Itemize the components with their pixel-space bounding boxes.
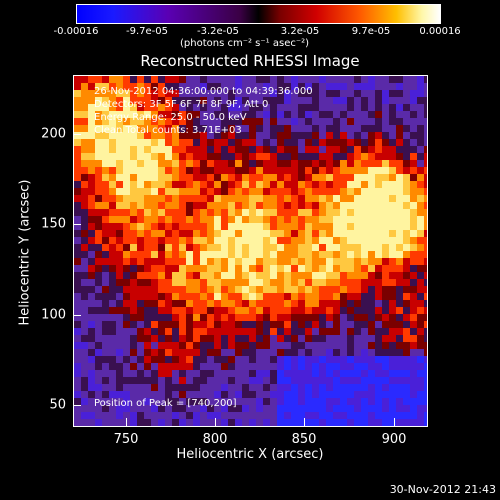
colorbar-tick: -3.2e-05 (197, 26, 239, 37)
x-tick-label: 750 (113, 432, 139, 447)
energy-range: Energy Range: 25.0 - 50.0 keV (94, 112, 247, 123)
x-tick-mark (215, 418, 216, 426)
y-tick-label: 100 (41, 307, 66, 323)
colorbar-tick: 9.7e-05 (351, 26, 391, 37)
total-counts: Clean Total counts: 3.71E+03 (94, 125, 242, 136)
image-frame: 26-Nov-2012 04:36:00.000 to 04:39:36.000… (73, 75, 428, 427)
time-range: 26-Nov-2012 04:36:00.000 to 04:39:36.000 (94, 86, 313, 97)
y-tick-label: 150 (41, 216, 66, 232)
y-tick-label: 200 (41, 126, 66, 142)
peak-position: Position of Peak = [740,200] (94, 398, 237, 409)
y-axis-label: Heliocentric Y (arcsec) (17, 179, 33, 326)
y-tick-mark (73, 405, 81, 406)
x-tick-label: 900 (381, 432, 407, 447)
y-tick-mark (73, 315, 81, 316)
y-tick-mark (73, 134, 81, 135)
timestamp: 30-Nov-2012 21:43 (389, 483, 496, 496)
colorbar-tick: 0.00016 (419, 26, 461, 37)
detectors: Detectors: 3F 5F 6F 7F 8F 9F, Att 0 (94, 99, 269, 110)
x-tick-mark (304, 418, 305, 426)
x-tick-label: 800 (202, 432, 228, 447)
y-tick-label: 50 (49, 397, 66, 413)
colorbar-tick: 3.2e-05 (280, 26, 320, 37)
rhessi-image (74, 76, 427, 426)
plot-title: Reconstructed RHESSI Image (140, 52, 360, 70)
colorbar-units: (photons cm⁻² s⁻¹ asec⁻²) (180, 38, 310, 49)
colorbar (76, 4, 441, 24)
x-tick-label: 850 (291, 432, 317, 447)
y-tick-mark (73, 224, 81, 225)
x-tick-mark (394, 418, 395, 426)
colorbar-tick: -0.00016 (53, 26, 99, 37)
x-axis-label: Heliocentric X (arcsec) (176, 447, 324, 462)
x-tick-mark (126, 418, 127, 426)
colorbar-tick: -9.7e-05 (126, 26, 168, 37)
